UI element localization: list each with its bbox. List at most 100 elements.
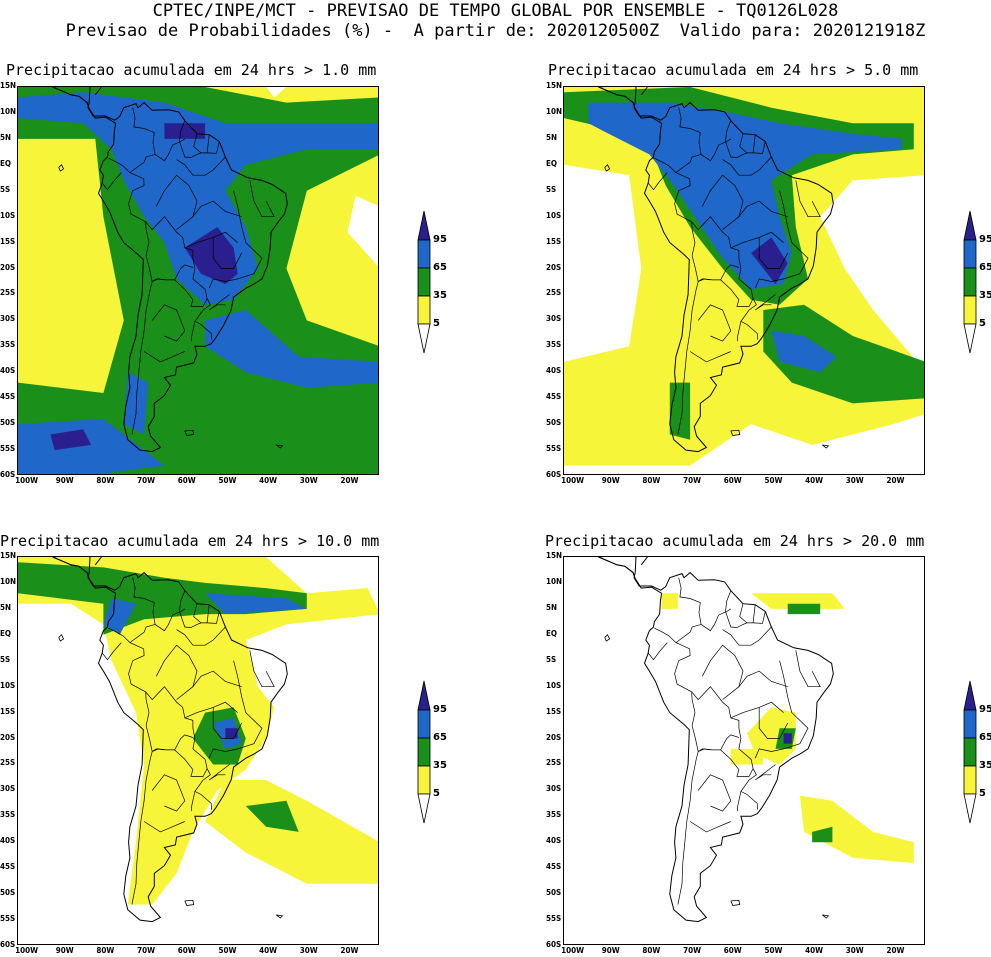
latitude-tick-label: 10S [546,210,562,220]
central-america-coastline [52,557,96,589]
legend-colorbar [417,210,431,354]
country-border [154,608,185,632]
country-border [739,603,748,624]
legend-swatch [963,709,977,739]
country-border [691,216,758,340]
latitude-tick-label: 30S [0,784,16,794]
south-america-coastline [52,557,288,923]
legend-level-label: 95 [433,704,447,715]
country-border [152,748,165,752]
country-border [758,707,789,739]
legend-swatch [417,765,431,795]
legend-swatch [417,295,431,325]
latitude-tick-label: 40S [0,836,16,846]
country-border [700,138,731,162]
probability-area [669,382,691,440]
country-border [701,644,744,687]
latitude-tick-label: 5S [546,654,557,664]
map-panel-1mm [17,86,379,475]
latitude-tick-label: 60S [0,470,16,479]
legend-swatch [417,680,431,711]
latitude-tick-label: 40S [546,836,562,846]
country-border [179,120,220,158]
probability-area [245,800,299,832]
latitude-tick-label: 20S [0,732,16,742]
longitude-tick-label: 30W [845,476,864,485]
longitude-tick-label: 50W [218,946,237,955]
longitude-tick-label: 70W [137,476,156,485]
longitude-tick-label: 100W [15,476,39,485]
legend-level-label: 65 [433,262,447,273]
latitude-tick-label: 55S [0,914,16,924]
latitude-tick-label: 5S [0,654,11,664]
country-border [193,603,202,624]
country-border [758,237,789,269]
latitude-tick-label: 15S [546,236,562,246]
longitude-tick-label: 60W [177,476,196,485]
probability-area [18,336,96,383]
longitude-tick-label: 30W [845,946,864,955]
probability-area [205,310,378,388]
latitude-tick-label: 35S [0,340,16,350]
figure-header-line2: Previsao de Probabilidades (%) - A parti… [65,21,926,41]
country-border [174,749,208,777]
latitude-tick-label: 60S [546,940,562,949]
latitude-tick-label: 30S [546,784,562,794]
legend-swatch [963,765,977,795]
country-border [155,174,198,217]
legend-swatch [963,793,977,824]
longitude-tick-label: 60W [177,946,196,955]
longitude-tick-label: 20W [340,476,359,485]
latitude-tick-label: 5N [546,602,558,612]
panel-title-20mm: Precipitacao acumulada em 24 hrs > 20.0 … [545,532,925,550]
latitude-tick-label: 30S [546,314,562,324]
map-canvas [18,87,378,474]
latitude-tick-label: 30S [0,314,16,324]
probability-area [771,330,837,373]
probability-area [751,237,788,285]
longitude-tick-label: 30W [299,946,318,955]
country-border [754,190,809,289]
country-border [129,107,156,173]
legend-swatch [417,239,431,269]
country-border [647,172,668,191]
latitude-tick-label: EQ [0,158,12,168]
country-border [101,642,122,661]
latitude-tick-label: 15N [546,551,563,560]
latitude-tick-label: 10N [546,106,563,116]
panel-title-5mm: Precipitacao acumulada em 24 hrs > 5.0 m… [548,61,919,79]
country-border [190,321,196,342]
country-border [725,590,766,628]
legend-swatch [963,737,977,767]
country-border [752,134,756,153]
legend-level-label: 35 [433,760,447,771]
latitude-tick-label: 25S [546,758,562,768]
probability-area [50,429,92,451]
probability-area [18,418,165,474]
country-border [176,670,242,700]
latitude-tick-label: 55S [0,444,16,454]
legend-colorbar [963,210,977,354]
legend-level-label: 35 [979,290,991,301]
map-panel-20mm [563,556,925,945]
longitude-tick-label: 80W [96,476,115,485]
longitude-tick-label: 70W [683,476,702,485]
country-border [795,650,821,688]
longitude-tick-label: 20W [886,946,905,955]
south-america-coastline [598,557,834,923]
country-border [176,200,242,230]
island-outline [276,914,284,919]
latitude-tick-label: 15S [0,706,16,716]
probability-area [787,603,821,615]
central-america-coastline [52,87,96,119]
probability-legend-top-right: 95 65 35 5 [963,210,991,355]
map-panel-5mm [563,86,925,475]
probability-area [783,733,792,744]
longitude-tick-label: 100W [561,476,585,485]
legend-level-label: 65 [979,732,991,743]
island-outline [58,164,65,172]
country-border [689,351,731,363]
country-border [212,707,243,739]
country-border [647,642,668,661]
probability-area [184,227,238,285]
